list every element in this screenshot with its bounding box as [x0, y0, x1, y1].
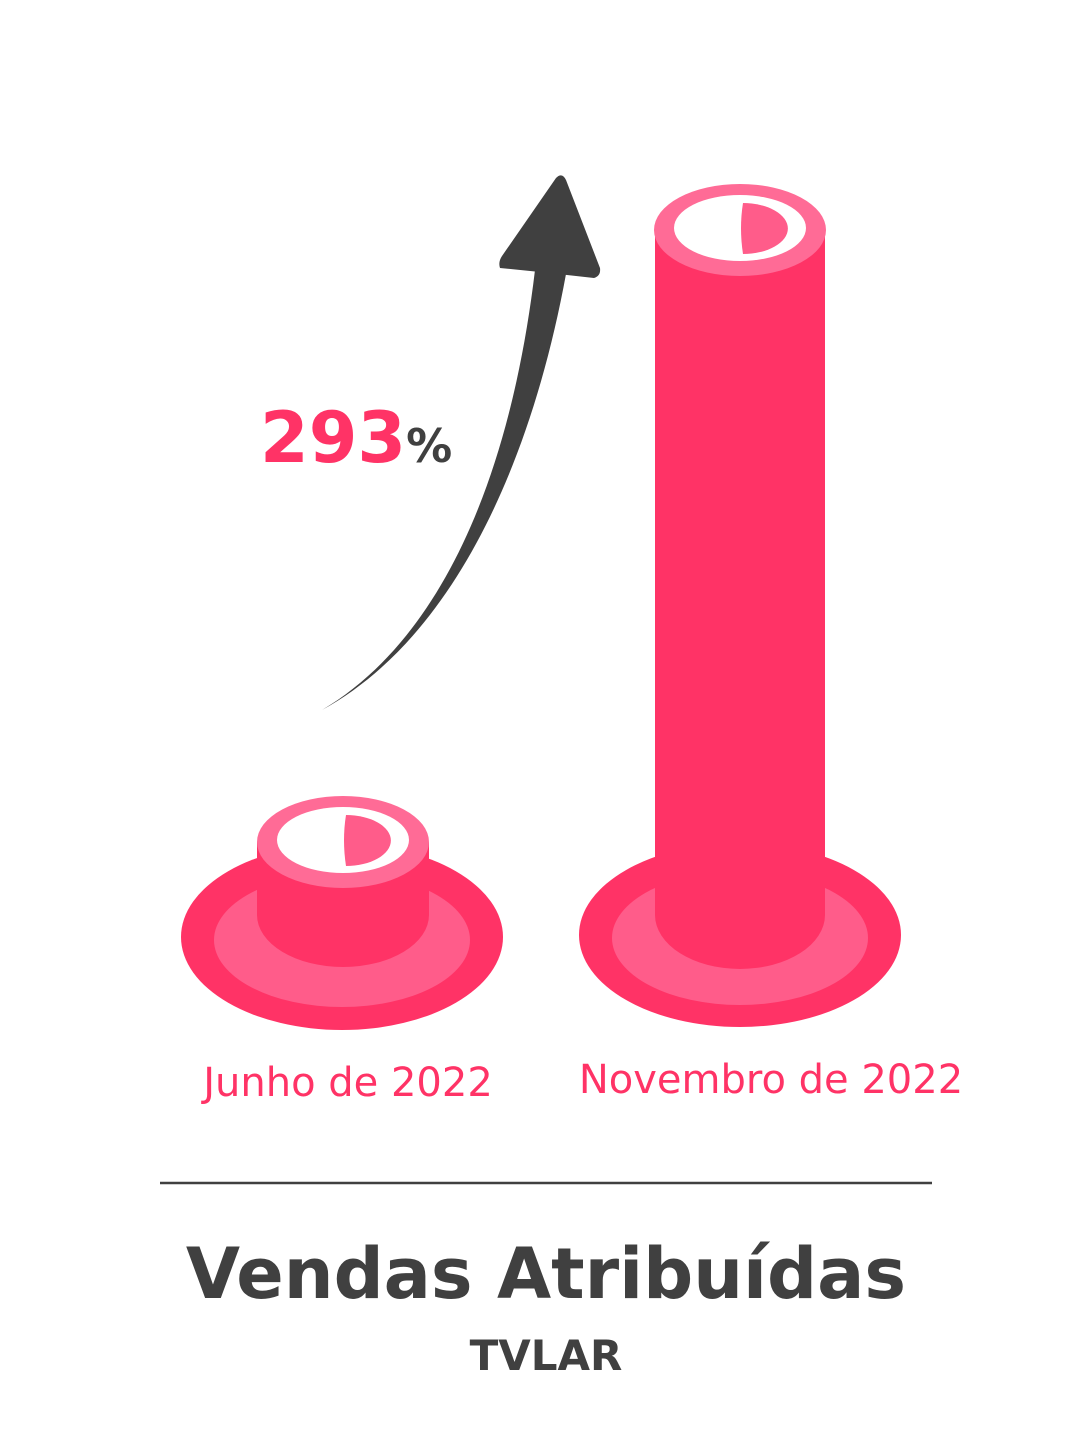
cylinder-body [655, 230, 825, 969]
title: Vendas Atribuídas [186, 1233, 906, 1315]
period-label: Novembro de 2022 [579, 1057, 963, 1103]
period-label: Junho de 2022 [200, 1060, 493, 1106]
subtitle: TVLAR [470, 1331, 623, 1380]
logo-icon [741, 203, 788, 254]
growth-arrow [322, 175, 601, 710]
tall-cylinder [579, 184, 901, 1027]
arrow-shaft [322, 270, 566, 710]
logo-icon [344, 815, 391, 866]
change-unit: % [406, 419, 452, 473]
change-value: 293 [260, 397, 406, 479]
small-cylinder [181, 796, 503, 1030]
change-label: 293% [260, 397, 452, 479]
arrow-head [499, 175, 601, 278]
